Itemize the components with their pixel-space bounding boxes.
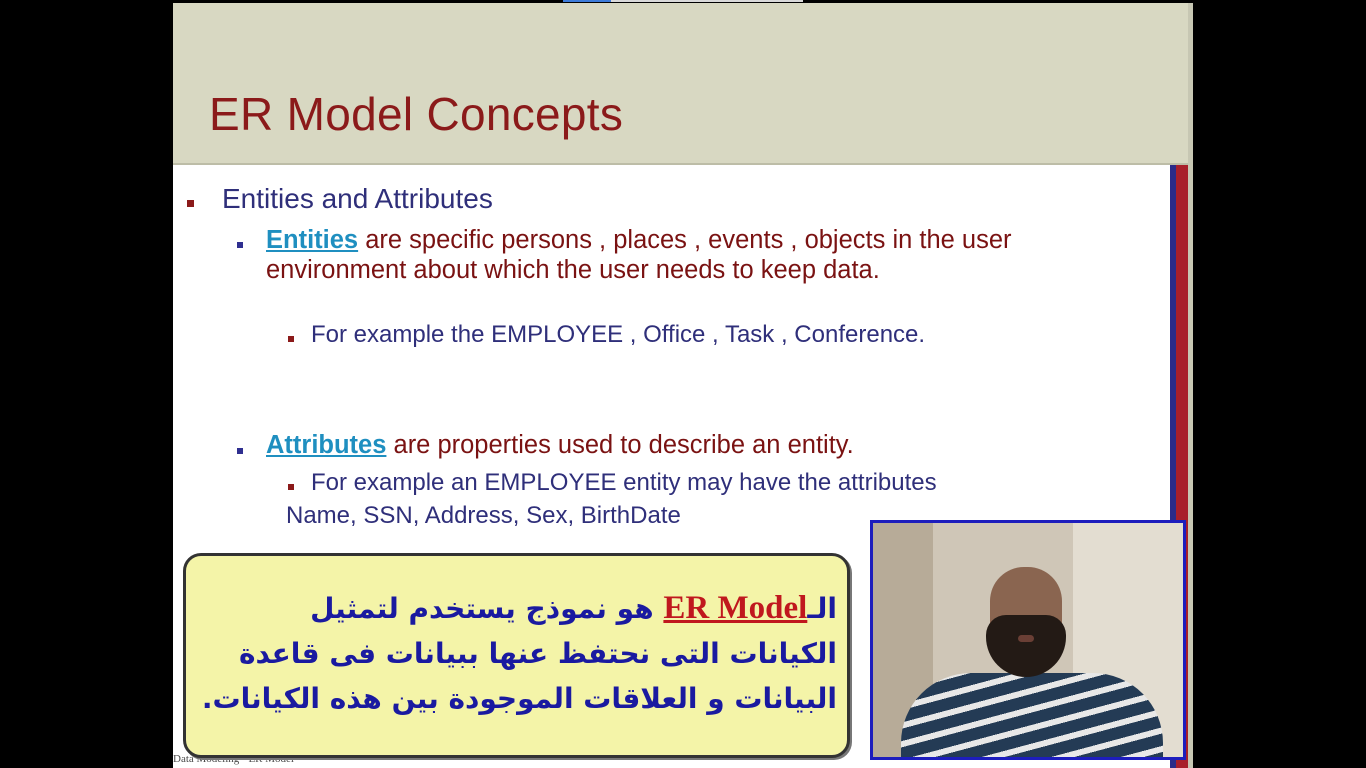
presenter-shirt: [901, 673, 1163, 757]
entities-example: For example the EMPLOYEE , Office , Task…: [311, 321, 926, 348]
presenter-beard: [986, 615, 1066, 677]
attributes-definition-text: are properties used to describe an entit…: [386, 431, 854, 459]
bullet-marker: [187, 200, 194, 207]
bullet-entities-and-attributes: Entities and Attributes: [222, 183, 493, 214]
arabic-callout-box: الـER Model هو نموذج يستخدم لتمثيل الكيا…: [183, 553, 850, 758]
bullet-marker: [237, 242, 243, 248]
slide-accent-bar-tan: [1188, 3, 1193, 768]
attributes-example-line1: For example an EMPLOYEE entity may have …: [311, 469, 937, 496]
title-divider: [173, 163, 1193, 165]
bullet-marker: [288, 484, 294, 490]
bullet-marker: [288, 336, 294, 342]
callout-er-model-term: ER Model: [663, 590, 808, 626]
webcam-overlay: [870, 520, 1186, 760]
attributes-term-link[interactable]: Attributes: [266, 431, 387, 459]
top-progress-fill: [563, 0, 611, 2]
presenter-mouth: [1018, 635, 1034, 642]
entities-term-link[interactable]: Entities: [266, 226, 359, 254]
top-progress-indicator: [563, 0, 803, 2]
callout-body: هو نموذج يستخدم لتمثيل الكيانات التى نحت…: [201, 592, 837, 715]
title-band: [173, 3, 1193, 163]
entities-definition: Entities are specific persons , places ,…: [266, 225, 1076, 285]
bullet-marker: [237, 448, 243, 454]
slide-accent-bar-blue: [1170, 165, 1176, 768]
callout-text: الـER Model هو نموذج يستخدم لتمثيل الكيا…: [197, 586, 837, 721]
slide-title: ER Model Concepts: [209, 88, 624, 140]
callout-prefix: الـ: [807, 592, 837, 625]
attributes-example-line2: Name, SSN, Address, Sex, BirthDate: [286, 502, 681, 529]
attributes-definition: Attributes are properties used to descri…: [266, 431, 854, 460]
entities-definition-text: are specific persons , places , events ,…: [266, 226, 1012, 284]
